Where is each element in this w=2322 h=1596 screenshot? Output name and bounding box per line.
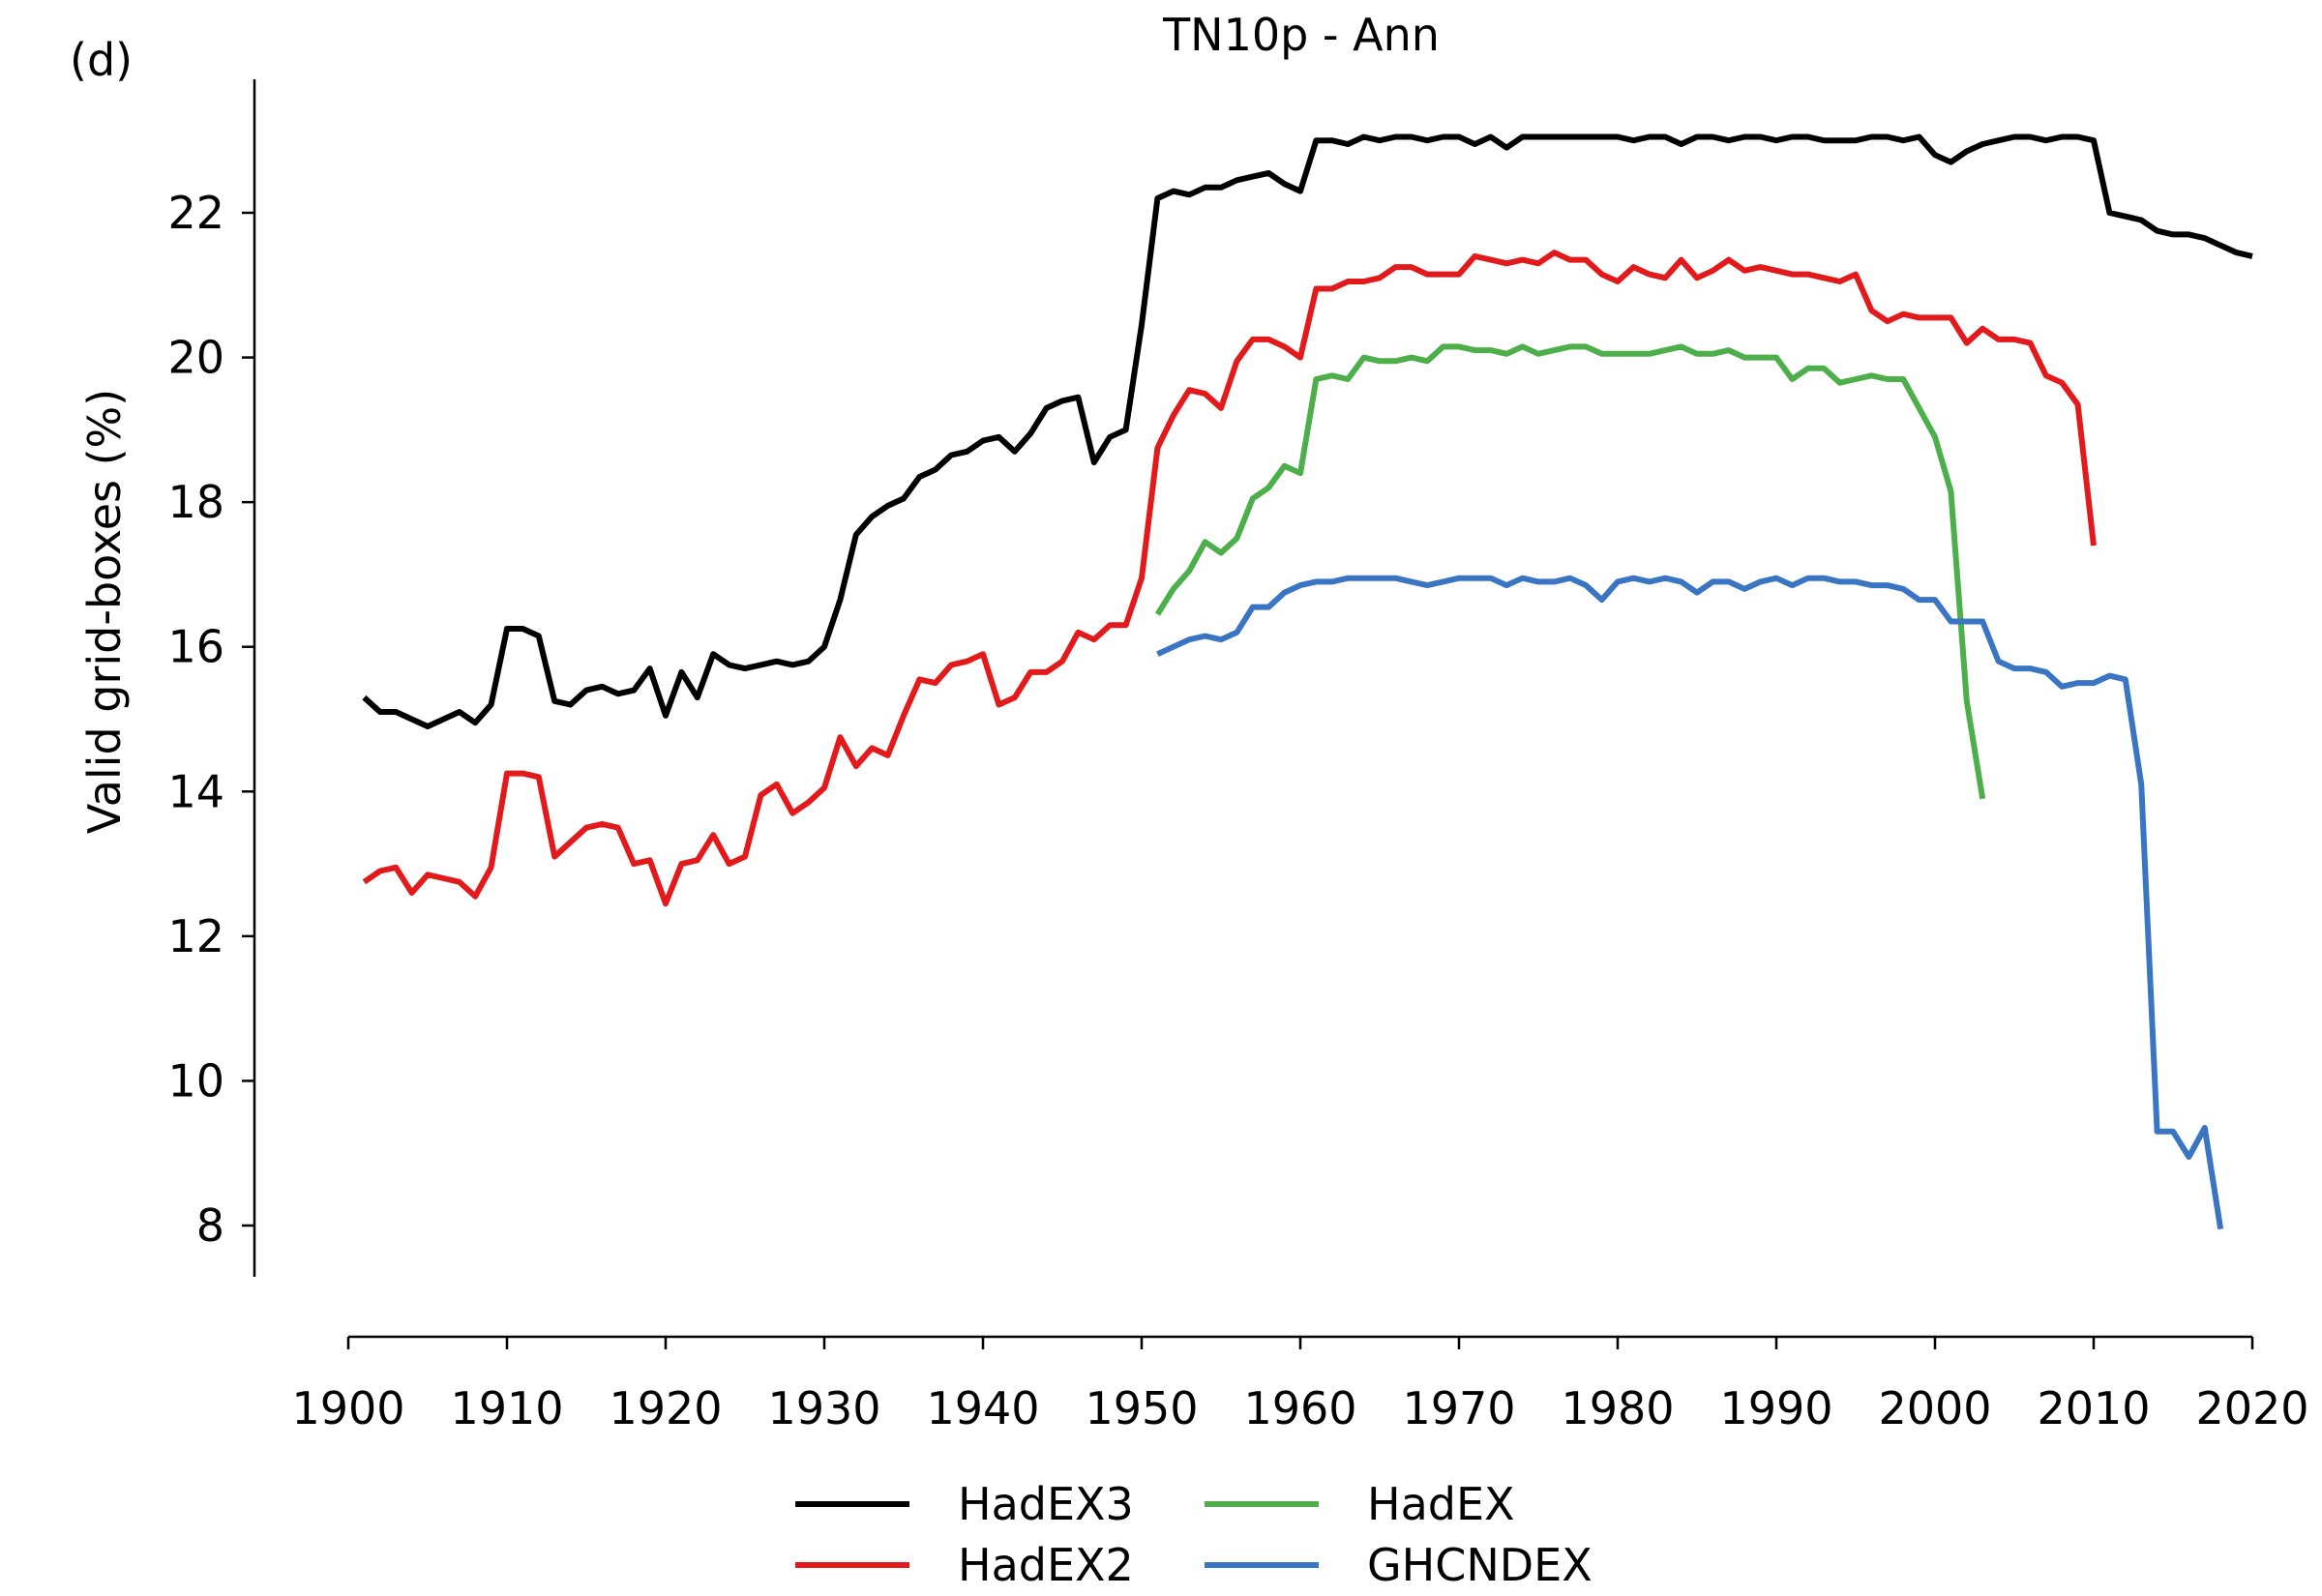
x-ticks: 1900 1910 1920 1930 1940 1950 1960 1970 1980 1990…: [291, 1337, 2309, 1434]
x-tick-label: 2010: [2037, 1382, 2150, 1434]
series-line-ghcndex: [1156, 575, 2224, 1230]
legend-label-hadex: HadEX: [1367, 1478, 1515, 1530]
y-tick-label: 14: [167, 765, 224, 817]
series-line-hadex: [1154, 343, 1986, 800]
x-tick-label: 1930: [767, 1382, 880, 1434]
panel-label: (d): [70, 34, 133, 86]
legend-label-hadex2: HadEX2: [958, 1539, 1134, 1591]
x-tick-label: 1940: [926, 1382, 1039, 1434]
x-tick-label: 2020: [2195, 1382, 2308, 1434]
series-lines: [362, 133, 2253, 1230]
chart-title: TN10p - Ann: [1162, 9, 1440, 61]
series-line-hadex3: [362, 133, 2253, 729]
y-ticks: 8 10 12 14 16 18 20 22: [167, 187, 254, 1252]
series-line-hadex2: [362, 250, 2097, 907]
legend: HadEX3 HadEX2 HadEX GHCNDEX: [795, 1478, 1593, 1591]
x-tick-label: 1970: [1402, 1382, 1515, 1434]
x-tick-label: 1910: [450, 1382, 563, 1434]
x-tick-label: 1920: [609, 1382, 722, 1434]
y-tick-label: 22: [167, 187, 224, 239]
x-tick-label: 1950: [1085, 1382, 1198, 1434]
y-tick-label: 8: [196, 1199, 224, 1252]
x-tick-label: 1990: [1719, 1382, 1832, 1434]
y-tick-label: 16: [167, 621, 224, 673]
x-tick-label: 1900: [291, 1382, 404, 1434]
x-tick-label: 1960: [1243, 1382, 1356, 1434]
legend-label-hadex3: HadEX3: [958, 1478, 1134, 1530]
y-tick-label: 18: [167, 476, 224, 528]
y-tick-label: 20: [167, 332, 224, 384]
y-tick-label: 10: [167, 1054, 224, 1107]
y-tick-label: 12: [167, 910, 224, 962]
legend-label-ghcndex: GHCNDEX: [1367, 1539, 1593, 1591]
x-tick-label: 2000: [1878, 1382, 1991, 1434]
y-axis-label: Valid grid-boxes (%): [78, 389, 131, 834]
x-tick-label: 1980: [1561, 1382, 1674, 1434]
